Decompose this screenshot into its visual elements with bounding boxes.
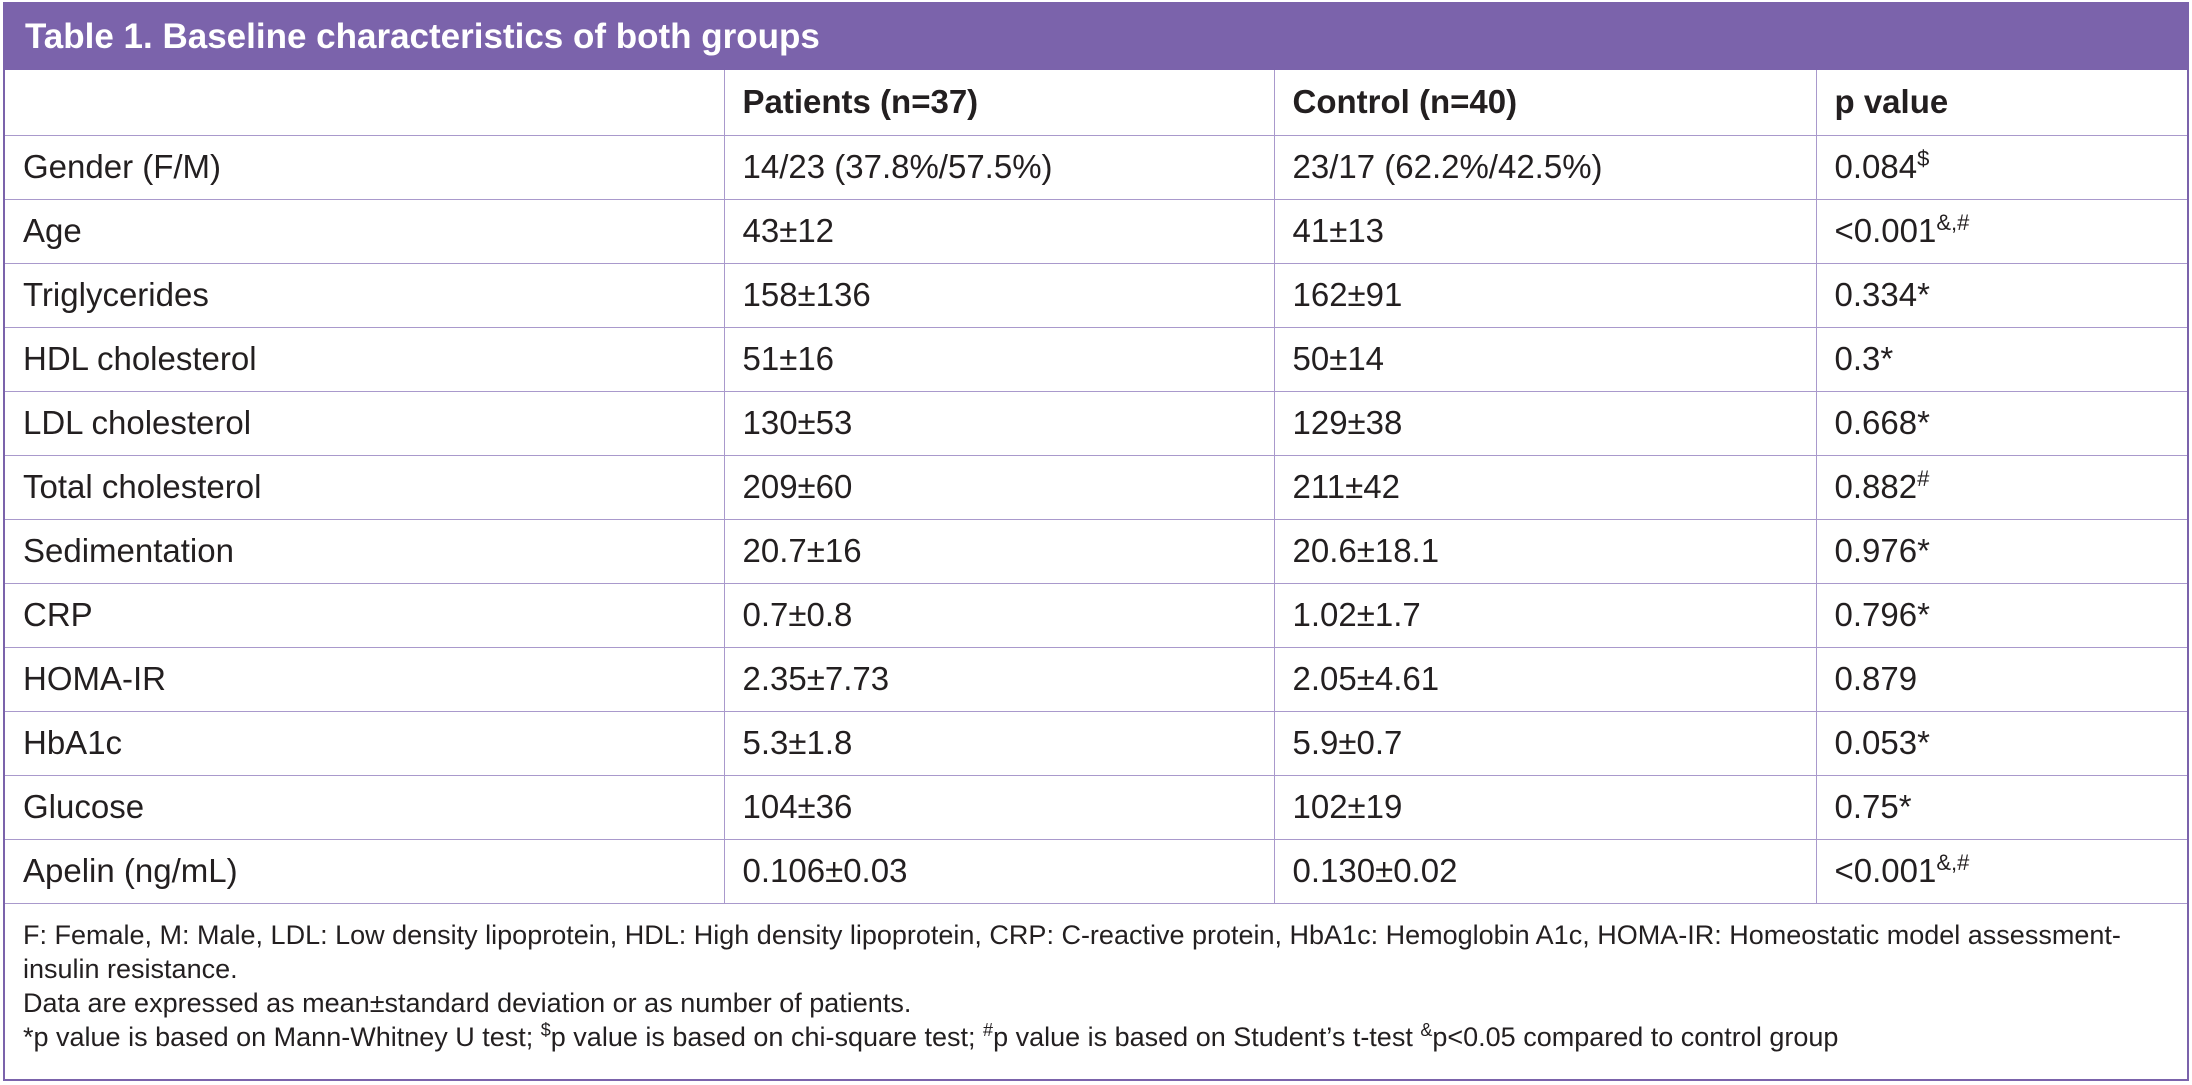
p-value-superscript: # xyxy=(1917,466,1930,491)
table-title: Table 1. Baseline characteristics of bot… xyxy=(5,4,2187,70)
cell-control: 2.05±4.61 xyxy=(1274,647,1817,712)
table-row: Age 43±12 41±13 <0.001&,# xyxy=(5,199,2187,264)
p-value-text: 0.334* xyxy=(1834,276,1930,313)
table-row: Sedimentation 20.7±16 20.6±18.1 0.976* xyxy=(5,519,2187,584)
cell-control: 20.6±18.1 xyxy=(1274,519,1817,584)
cell-p-value: <0.001&,# xyxy=(1816,199,2187,264)
footnote-hash: p value is based on Student’s t-test xyxy=(993,1021,1421,1052)
table-body: Gender (F/M) 14/23 (37.8%/57.5%) 23/17 (62… xyxy=(5,135,2187,904)
row-label: Gender (F/M) xyxy=(5,135,725,200)
header-p-value: p value xyxy=(1816,70,2187,136)
table-row: HOMA-IR 2.35±7.73 2.05±4.61 0.879 xyxy=(5,647,2187,712)
cell-patients: 104±36 xyxy=(724,775,1275,840)
footnote-abbreviations: F: Female, M: Male, LDL: Low density lip… xyxy=(23,919,2121,984)
row-label: Sedimentation xyxy=(5,519,725,584)
cell-control: 50±14 xyxy=(1274,327,1817,392)
cell-control: 1.02±1.7 xyxy=(1274,583,1817,648)
cell-patients: 0.106±0.03 xyxy=(724,839,1275,904)
table-row: LDL cholesterol 130±53 129±38 0.668* xyxy=(5,391,2187,456)
table-row: Total cholesterol 209±60 211±42 0.882# xyxy=(5,455,2187,520)
table-row: HbA1c 5.3±1.8 5.9±0.7 0.053* xyxy=(5,711,2187,776)
p-value-text: 0.882 xyxy=(1834,468,1918,505)
cell-patients: 130±53 xyxy=(724,391,1275,456)
footnote-amp: p<0.05 compared to control group xyxy=(1432,1021,1839,1052)
cell-p-value: 0.084$ xyxy=(1816,135,2187,200)
cell-control: 5.9±0.7 xyxy=(1274,711,1817,776)
row-label: HOMA-IR xyxy=(5,647,725,712)
header-patients: Patients (n=37) xyxy=(724,70,1275,136)
cell-p-value: <0.001&,# xyxy=(1816,839,2187,904)
table-row: Apelin (ng/mL) 0.106±0.03 0.130±0.02 <0.001… xyxy=(5,839,2187,904)
p-value-text: <0.001 xyxy=(1834,852,1937,889)
footnote-dollar: p value is based on chi-square test; xyxy=(550,1021,984,1052)
p-value-text: 0.3* xyxy=(1834,340,1894,377)
row-label: Apelin (ng/mL) xyxy=(5,839,725,904)
cell-patients: 0.7±0.8 xyxy=(724,583,1275,648)
footnote-hash-sup: # xyxy=(983,1019,994,1040)
row-label: Triglycerides xyxy=(5,263,725,328)
cell-patients: 43±12 xyxy=(724,199,1275,264)
cell-p-value: 0.879 xyxy=(1816,647,2187,712)
cell-patients: 51±16 xyxy=(724,327,1275,392)
cell-patients: 158±136 xyxy=(724,263,1275,328)
cell-patients: 14/23 (37.8%/57.5%) xyxy=(724,135,1275,200)
footnote-star: *p value is based on Mann-Whitney U test… xyxy=(23,1021,541,1052)
table-row: Glucose 104±36 102±19 0.75* xyxy=(5,775,2187,840)
row-label: Glucose xyxy=(5,775,725,840)
header-control: Control (n=40) xyxy=(1274,70,1817,136)
cell-p-value: 0.75* xyxy=(1816,775,2187,840)
cell-p-value: 0.668* xyxy=(1816,391,2187,456)
row-label: CRP xyxy=(5,583,725,648)
cell-p-value: 0.334* xyxy=(1816,263,2187,328)
cell-control: 0.130±0.02 xyxy=(1274,839,1817,904)
cell-control: 211±42 xyxy=(1274,455,1817,520)
p-value-text: 0.668* xyxy=(1834,404,1930,441)
cell-p-value: 0.053* xyxy=(1816,711,2187,776)
cell-patients: 2.35±7.73 xyxy=(724,647,1275,712)
p-value-superscript: &,# xyxy=(1936,210,1970,235)
table-footnotes: F: Female, M: Male, LDL: Low density lip… xyxy=(5,904,2187,1054)
cell-p-value: 0.976* xyxy=(1816,519,2187,584)
cell-p-value: 0.882# xyxy=(1816,455,2187,520)
baseline-table: Patients (n=37) Control (n=40) p value G… xyxy=(5,70,2187,904)
footnote-statistics: *p value is based on Mann-Whitney U test… xyxy=(23,1020,2169,1054)
cell-patients: 20.7±16 xyxy=(724,519,1275,584)
p-value-text: 0.053* xyxy=(1834,724,1930,761)
p-value-text: <0.001 xyxy=(1834,212,1937,249)
row-label: HbA1c xyxy=(5,711,725,776)
cell-patients: 5.3±1.8 xyxy=(724,711,1275,776)
table-row: CRP 0.7±0.8 1.02±1.7 0.796* xyxy=(5,583,2187,648)
table-row: Gender (F/M) 14/23 (37.8%/57.5%) 23/17 (62… xyxy=(5,135,2187,200)
header-row: Patients (n=37) Control (n=40) p value xyxy=(5,70,2187,136)
p-value-text: 0.084 xyxy=(1834,148,1918,185)
row-label: Age xyxy=(5,199,725,264)
p-value-text: 0.976* xyxy=(1834,532,1930,569)
cell-p-value: 0.3* xyxy=(1816,327,2187,392)
p-value-superscript: &,# xyxy=(1936,850,1970,875)
cell-control: 162±91 xyxy=(1274,263,1817,328)
p-value-text: 0.879 xyxy=(1834,660,1918,697)
header-empty xyxy=(5,70,725,136)
table-row: Triglycerides 158±136 162±91 0.334* xyxy=(5,263,2187,328)
p-value-text: 0.75* xyxy=(1834,788,1912,825)
cell-control: 129±38 xyxy=(1274,391,1817,456)
row-label: Total cholesterol xyxy=(5,455,725,520)
cell-control: 23/17 (62.2%/42.5%) xyxy=(1274,135,1817,200)
cell-control: 41±13 xyxy=(1274,199,1817,264)
footnote-dollar-sup: $ xyxy=(540,1019,551,1040)
cell-p-value: 0.796* xyxy=(1816,583,2187,648)
p-value-superscript: $ xyxy=(1917,146,1930,171)
footnote-amp-sup: & xyxy=(1420,1019,1433,1040)
cell-control: 102±19 xyxy=(1274,775,1817,840)
footnote-expression: Data are expressed as mean±standard devi… xyxy=(23,987,912,1018)
cell-patients: 209±60 xyxy=(724,455,1275,520)
row-label: HDL cholesterol xyxy=(5,327,725,392)
table-row: HDL cholesterol 51±16 50±14 0.3* xyxy=(5,327,2187,392)
table-container: Table 1. Baseline characteristics of bot… xyxy=(3,2,2189,1081)
p-value-text: 0.796* xyxy=(1834,596,1930,633)
row-label: LDL cholesterol xyxy=(5,391,725,456)
